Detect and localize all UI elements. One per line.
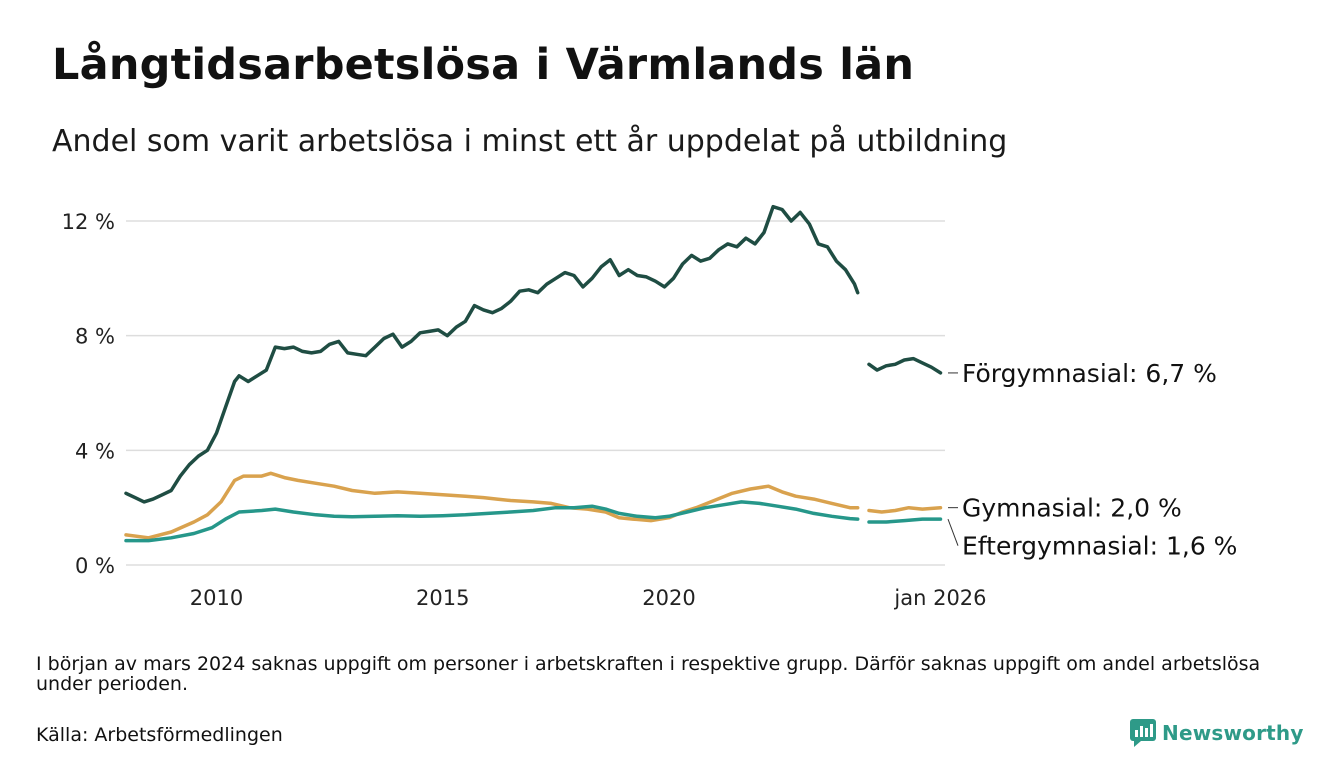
end-label-gymnasial: Gymnasial: 2,0 %	[962, 494, 1182, 523]
end-label-eftergymnasial: Eftergymnasial: 1,6 %	[962, 532, 1237, 561]
source-text: Källa: Arbetsförmedlingen	[36, 724, 283, 746]
footnote: I början av mars 2024 saknas uppgift om …	[36, 653, 1261, 695]
brand-name: Newsworthy	[1162, 721, 1304, 745]
newsworthy-logo-icon	[1130, 719, 1156, 747]
chart-subtitle: Andel som varit arbetslösa i minst ett å…	[52, 124, 1008, 159]
series-line-gymnasial-1	[124, 471, 860, 540]
x-tick-label: jan 2026	[893, 586, 986, 610]
y-axis-ticks: 0 % 4 % 8 % 12 %	[62, 210, 115, 578]
x-tick-label: 2020	[642, 586, 695, 610]
y-tick-label: 4 %	[75, 439, 115, 463]
series-end-labels: Förgymnasial: 6,7 % Gymnasial: 2,0 % Efter…	[947, 359, 1237, 561]
series-line-förgymnasial-1	[124, 204, 860, 504]
series-line-förgymnasial-2	[867, 356, 943, 375]
newsworthy-logo: Newsworthy	[1130, 718, 1304, 748]
leader-line-eftergymnasial	[947, 518, 959, 546]
series-line-gymnasial-2	[867, 505, 943, 514]
y-tick-label: 0 %	[75, 554, 115, 578]
y-tick-label: 8 %	[75, 325, 115, 349]
y-tick-label: 12 %	[62, 210, 115, 234]
line-chart: 0 % 4 % 8 % 12 % 2010 2015 2020 jan 2026 Förgy…	[62, 204, 1237, 610]
series-line-eftergymnasial-2	[867, 517, 943, 524]
series-lines	[124, 204, 943, 543]
end-label-förgymnasial: Förgymnasial: 6,7 %	[962, 359, 1217, 388]
chart-title: Långtidsarbetslösa i Värmlands län	[52, 40, 915, 90]
x-axis-ticks: 2010 2015 2020 jan 2026	[190, 586, 987, 610]
x-tick-label: 2015	[416, 586, 469, 610]
x-tick-label: 2010	[190, 586, 243, 610]
series-line-eftergymnasial-1	[124, 500, 860, 543]
